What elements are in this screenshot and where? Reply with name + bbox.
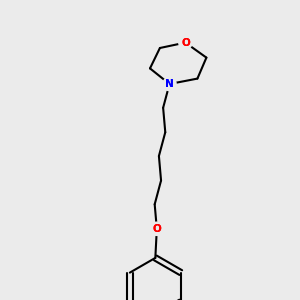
Text: O: O bbox=[152, 224, 161, 234]
Text: N: N bbox=[165, 79, 174, 89]
Circle shape bbox=[179, 36, 192, 49]
Text: O: O bbox=[181, 38, 190, 48]
Circle shape bbox=[163, 77, 176, 91]
Text: O: O bbox=[152, 224, 161, 234]
Text: O: O bbox=[181, 38, 190, 48]
Text: N: N bbox=[165, 79, 174, 89]
Circle shape bbox=[150, 222, 164, 236]
